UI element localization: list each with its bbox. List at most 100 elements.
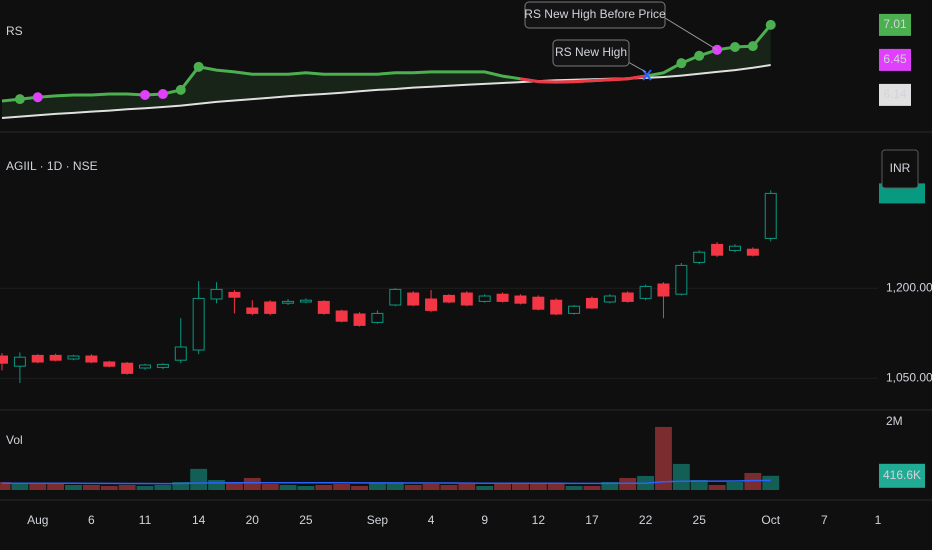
pane-title: Vol: [6, 433, 23, 447]
candle-body: [103, 361, 116, 367]
x-tick-label: Oct: [761, 513, 780, 527]
candle-body: [299, 299, 312, 303]
symbol-title: AGIIL · 1D · NSE: [6, 159, 98, 173]
candle-body: [371, 312, 384, 323]
callout-label: RS New High Before Price: [524, 7, 666, 21]
candle-body: [675, 264, 688, 295]
rs-marker: [14, 94, 25, 105]
candle-body: [568, 305, 581, 314]
x-tick-label: 4: [428, 513, 435, 527]
rs-marker: [193, 61, 204, 72]
volume-bar: [243, 477, 261, 490]
volume-bar: [0, 481, 11, 490]
volume-bar: [655, 426, 672, 490]
volume-bar: [476, 485, 494, 490]
x-tick-label: 7: [821, 513, 828, 527]
candle-body: [639, 285, 652, 299]
candle-body: [693, 251, 706, 263]
rs-below-segment: [591, 78, 610, 83]
volume-bar: [351, 485, 368, 490]
x-tick-label: 22: [639, 513, 653, 527]
volume-bar: [440, 484, 458, 490]
x-tick-label: 6: [88, 513, 95, 527]
candle-body: [192, 297, 205, 351]
candle-body: [621, 292, 634, 302]
volume-bar: [583, 485, 601, 490]
volume-bar: [744, 472, 762, 490]
rs-below-segment: [627, 74, 646, 81]
candle-body: [353, 313, 366, 326]
price-label-box: [879, 48, 911, 71]
candle-body: [317, 300, 330, 314]
cross-icon: [642, 69, 652, 81]
candle-body: [711, 243, 724, 256]
price-label: 6.45: [883, 52, 907, 66]
volume-average-line: [2, 479, 771, 485]
rs-marker: [694, 50, 705, 61]
candle-body: [407, 292, 420, 306]
callout-pointer: [664, 17, 718, 51]
volume-bar: [297, 485, 315, 490]
candle-body: [389, 288, 402, 306]
volume-bar: [154, 484, 172, 490]
rs-marker: [32, 92, 43, 103]
volume-bar: [100, 485, 118, 490]
volume-bar: [458, 484, 476, 490]
volume-bar: [708, 484, 726, 490]
volume-bar: [726, 481, 744, 490]
volume-bar: [279, 484, 297, 490]
callout-label: RS New High: [555, 45, 627, 59]
volume-bar: [136, 485, 154, 490]
x-tick-label: 17: [585, 513, 599, 527]
candle-body: [746, 248, 759, 256]
candle-body: [478, 295, 491, 302]
candle-body: [460, 292, 473, 306]
candle-body: [228, 291, 241, 298]
candle-body: [13, 356, 26, 367]
candle-body: [246, 307, 259, 314]
volume-bar: [494, 483, 512, 490]
rs-below-segment: [609, 77, 628, 82]
volume-bar: [11, 483, 29, 490]
volume-bar: [565, 485, 583, 490]
volume-bar: [333, 484, 351, 490]
y-tick-label: 1,200.00: [886, 280, 932, 294]
rs-marker: [140, 89, 151, 100]
candle-body: [442, 294, 455, 303]
volume-bar: [386, 483, 404, 490]
x-tick-label: 20: [246, 513, 260, 527]
x-tick-label: 25: [693, 513, 707, 527]
candle-body: [532, 296, 545, 310]
volume-bar: [422, 484, 440, 490]
volume-bar: [529, 483, 547, 490]
price-label-box: [879, 83, 911, 106]
x-tick-label: 12: [532, 513, 546, 527]
volume-bar: [118, 484, 136, 490]
volume-bar: [690, 479, 708, 490]
candle-body: [174, 346, 187, 361]
candle-body: [156, 363, 169, 368]
rs-marker: [175, 84, 186, 95]
volume-bar: [601, 481, 619, 490]
volume-bar: [47, 483, 65, 490]
candle-body: [514, 295, 527, 304]
pane-title: RS: [6, 24, 23, 38]
price-label-box: [879, 13, 911, 36]
volume-bar: [315, 484, 333, 490]
x-tick-label: Aug: [27, 513, 48, 527]
volume-bar: [190, 468, 208, 490]
rs-marker: [157, 89, 168, 100]
x-tick-label: 14: [192, 513, 206, 527]
value-label: 416.6K: [883, 468, 921, 482]
y-tick-label: 2M: [886, 414, 903, 428]
volume-bar: [762, 475, 780, 490]
candle-body: [264, 301, 277, 314]
currency-label: INR: [890, 161, 911, 175]
value-label-box: [879, 463, 925, 488]
candle-body: [585, 297, 598, 309]
currency-box: [881, 149, 919, 189]
candle-body: [764, 192, 777, 239]
